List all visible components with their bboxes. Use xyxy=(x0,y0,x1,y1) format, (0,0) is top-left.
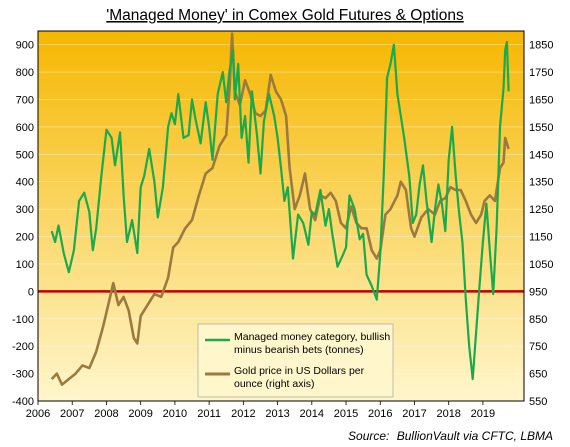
legend-label-managed-money: Managed money category, bullish minus be… xyxy=(234,331,393,356)
legend: Managed money category, bullish minus be… xyxy=(197,323,394,398)
right-tick-label: 650 xyxy=(529,369,547,381)
right-tick-label: 1450 xyxy=(529,149,553,161)
right-tick-label: 750 xyxy=(529,341,547,353)
left-tick-label: 800 xyxy=(16,67,34,79)
right-tick-label: 1750 xyxy=(529,67,553,79)
x-tick-label: 2015 xyxy=(334,408,358,420)
source-note: Source: BullionVault via CFTC, LBMA xyxy=(348,429,553,443)
x-tick-label: 2008 xyxy=(94,408,118,420)
x-tick-label: 2018 xyxy=(436,408,460,420)
left-tick-label: -200 xyxy=(12,341,34,353)
left-tick-label: 500 xyxy=(16,149,34,161)
x-tick-label: 2009 xyxy=(128,408,152,420)
right-tick-label: 550 xyxy=(529,396,547,408)
left-tick-label: -100 xyxy=(12,314,34,326)
x-tick-label: 2010 xyxy=(163,408,187,420)
left-tick-label: 900 xyxy=(16,40,34,52)
left-tick-label: -300 xyxy=(12,369,34,381)
right-tick-label: 1050 xyxy=(529,259,553,271)
right-tick-label: 1550 xyxy=(529,122,553,134)
left-tick-label: 100 xyxy=(16,259,34,271)
chart-title: 'Managed Money' in Comex Gold Futures & … xyxy=(106,7,464,24)
x-tick-label: 2019 xyxy=(471,408,495,420)
x-tick-label: 2013 xyxy=(265,408,289,420)
right-tick-label: 1250 xyxy=(529,204,553,216)
left-tick-label: 600 xyxy=(16,122,34,134)
legend-label-gold-price: Gold price in US Dollars per ounce (righ… xyxy=(234,365,367,390)
right-tick-label: 850 xyxy=(529,314,547,326)
left-axis: -400 -300 -200 -100 0 100 200 300 400 500 600 700 80… xyxy=(12,40,34,408)
left-tick-label: 0 xyxy=(28,286,34,298)
plot-frame xyxy=(37,30,525,402)
right-tick-label: 1850 xyxy=(529,40,553,52)
x-tick-label: 2012 xyxy=(231,408,255,420)
left-tick-label: 200 xyxy=(16,232,34,244)
right-axis: 550 650 750 850 950 1050 1150 1250 1350 1450 1550 1… xyxy=(529,40,553,408)
x-tick-label: 2011 xyxy=(197,408,221,420)
x-tick-label: 2007 xyxy=(60,408,84,420)
managed-money-series-line xyxy=(50,40,510,381)
right-tick-label: 1150 xyxy=(529,232,553,244)
x-tick-label: 2016 xyxy=(368,408,392,420)
left-tick-label: 700 xyxy=(16,95,34,107)
left-tick-label: 400 xyxy=(16,177,34,189)
right-tick-label: 1650 xyxy=(529,95,553,107)
right-tick-label: 1350 xyxy=(529,177,553,189)
x-tick-label: 2014 xyxy=(300,408,324,420)
legend-box xyxy=(197,323,394,398)
x-tick-label: 2006 xyxy=(26,408,50,420)
x-axis: 2006 2007 2008 2009 2010 2011 2012 2013 2014 2015… xyxy=(26,401,495,420)
x-tick-label: 2017 xyxy=(402,408,426,420)
left-tick-label: -400 xyxy=(12,396,34,408)
left-tick-label: 300 xyxy=(16,204,34,216)
right-tick-label: 950 xyxy=(529,286,547,298)
